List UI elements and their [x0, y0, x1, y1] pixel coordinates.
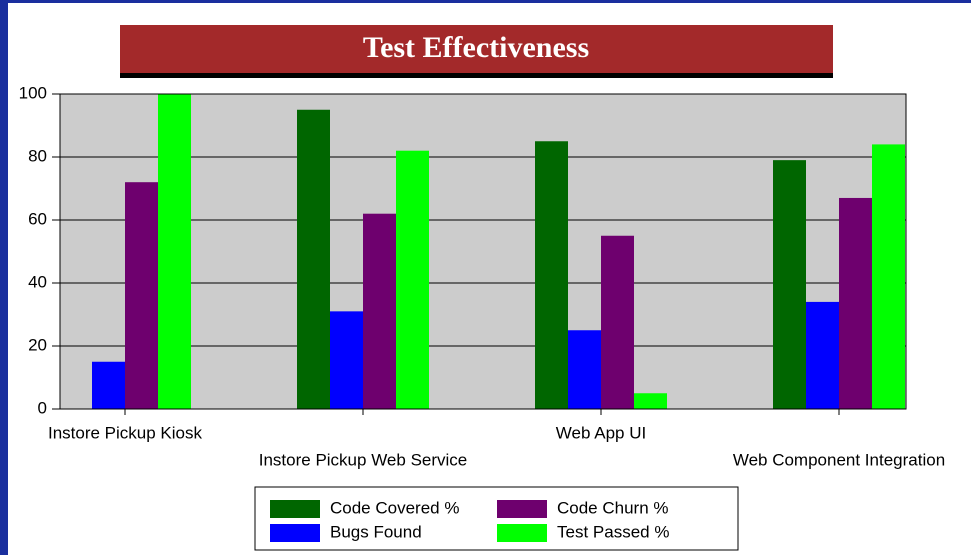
plot-area — [60, 94, 906, 409]
legend-label: Bugs Found — [330, 522, 422, 541]
bar — [297, 109, 330, 409]
bar — [568, 330, 601, 409]
bar — [92, 361, 125, 409]
bar — [330, 311, 363, 409]
x-tick-label: Instore Pickup Web Service — [259, 450, 468, 469]
legend-label: Code Covered % — [330, 498, 459, 517]
legend — [254, 486, 739, 551]
bar — [634, 393, 667, 409]
bar — [773, 160, 806, 409]
legend-label: Code Churn % — [557, 498, 669, 517]
legend-swatch — [497, 500, 547, 518]
y-tick-label: 40 — [28, 272, 47, 291]
bar — [806, 301, 839, 409]
legend-label: Test Passed % — [557, 522, 669, 541]
title-banner — [120, 25, 833, 73]
left-border — [0, 0, 8, 555]
x-tick-label: Web Component Integration — [733, 450, 945, 469]
y-tick-label: 20 — [28, 335, 47, 354]
legend-swatch — [270, 524, 320, 542]
y-tick-label: 60 — [28, 209, 47, 228]
bar — [535, 141, 568, 409]
chart-title: Test Effectiveness — [363, 31, 589, 64]
x-tick-label: Web App UI — [556, 423, 646, 442]
legend-swatch — [497, 524, 547, 542]
top-border — [0, 0, 971, 3]
bar — [396, 150, 429, 409]
bar — [363, 213, 396, 409]
bar — [839, 197, 872, 409]
title-shadow — [120, 73, 833, 78]
plot-border — [59, 93, 907, 410]
bar — [125, 182, 158, 409]
bar — [872, 144, 905, 409]
legend-swatch — [270, 500, 320, 518]
y-tick-label: 0 — [38, 398, 47, 417]
y-tick-label: 80 — [28, 146, 47, 165]
x-tick-label: Instore Pickup Kiosk — [48, 423, 203, 442]
bar — [601, 235, 634, 409]
bar — [158, 94, 191, 409]
y-tick-label: 100 — [19, 83, 47, 102]
